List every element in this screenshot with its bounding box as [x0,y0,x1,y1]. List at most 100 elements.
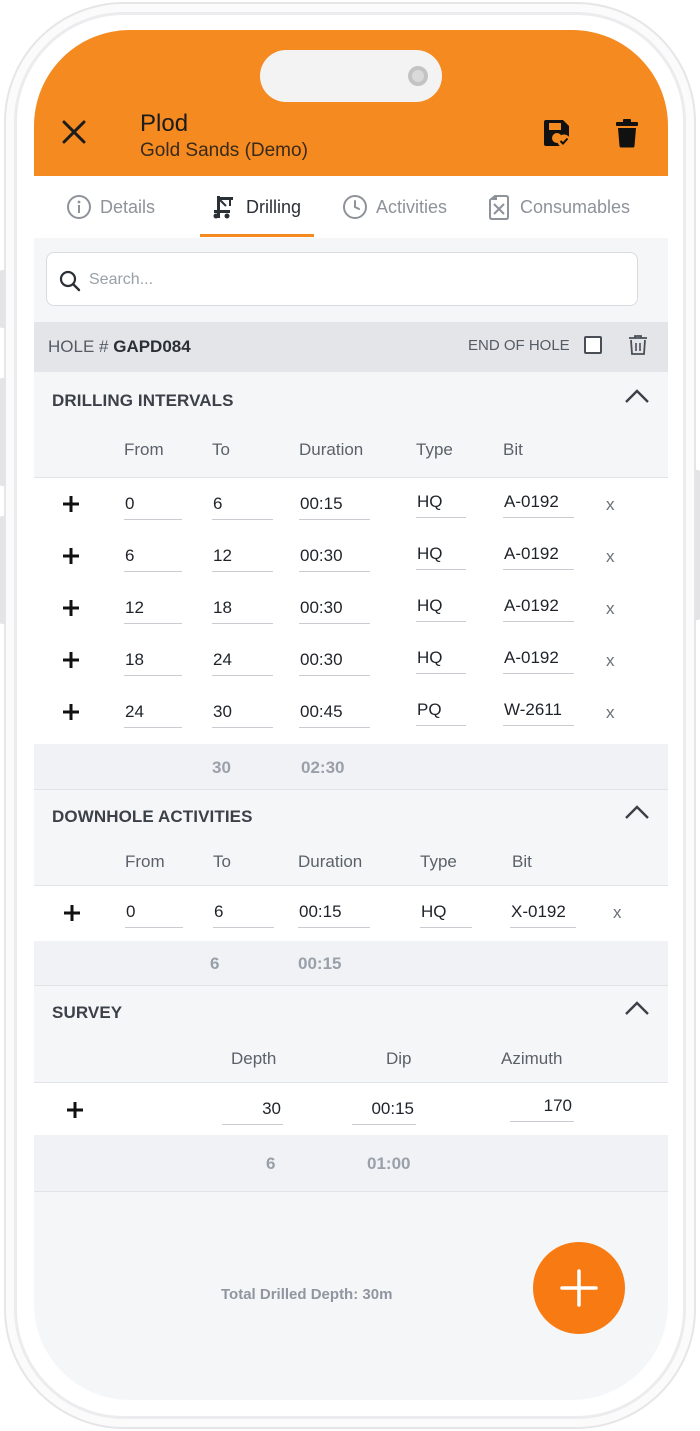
column-header: Depth [231,1049,277,1068]
azimuth-field[interactable]: 170 [510,1088,574,1122]
bit-field[interactable]: X-0192 [510,894,576,928]
section-title: DRILLING INTERVALS [52,391,234,410]
column-header: Azimuth [501,1049,563,1068]
add-row-icon[interactable] [62,547,80,565]
search-box[interactable] [46,252,638,306]
remove-row-button[interactable]: x [606,495,615,514]
save-button[interactable] [542,118,572,148]
remove-row-button[interactable]: x [606,599,615,618]
duration-field[interactable]: 00:15 [298,894,370,928]
end-of-hole-label: END OF HOLE [468,337,570,354]
remove-row-button[interactable]: x [606,547,615,566]
tab-activities[interactable]: Activities [342,192,447,222]
active-tab-indicator [200,234,314,237]
duration-field[interactable]: 00:30 [299,590,370,624]
bit-field[interactable]: A-0192 [503,588,574,622]
dip-field[interactable]: 00:15 [352,1091,416,1125]
remove-row-button[interactable]: x [613,903,622,922]
bit-field[interactable]: W-2611 [503,692,574,726]
type-field[interactable]: HQ [416,484,466,518]
bit-field[interactable]: A-0192 [503,640,574,674]
duration-field[interactable]: 00:15 [299,486,370,520]
to-field[interactable]: 30 [212,694,273,728]
column-header: Bit [503,440,523,459]
total-dip: 01:00 [367,1154,411,1173]
tab-consumables[interactable]: Consumables [486,192,630,222]
to-field[interactable]: 6 [213,894,274,928]
fuel-can-icon [489,195,509,220]
type-field[interactable]: HQ [416,536,466,570]
add-fab-button[interactable] [533,1242,625,1334]
from-field[interactable]: 6 [124,538,182,572]
trash-icon [616,119,638,148]
search-icon [59,270,81,292]
chevron-up-icon[interactable] [624,388,650,404]
depth-field[interactable]: 30 [222,1091,283,1125]
delete-hole-button[interactable] [628,334,648,361]
add-row-icon[interactable] [62,599,80,617]
type-field[interactable]: HQ [420,894,472,928]
column-header: Bit [512,852,532,871]
column-header: From [124,440,164,459]
close-icon [62,120,86,144]
duration-field[interactable]: 00:30 [299,538,370,572]
clock-icon [343,195,367,219]
total-to: 6 [210,954,220,973]
info-icon [67,195,91,219]
add-row-icon[interactable] [63,904,81,922]
side-button-power [695,470,700,620]
section-title: DOWNHOLE ACTIVITIES [52,807,253,826]
remove-row-button[interactable]: x [606,703,615,722]
downhole-activities-header[interactable]: DOWNHOLE ACTIVITIES [34,790,668,840]
column-header: Duration [299,440,364,459]
add-row-icon[interactable] [62,703,80,721]
survey-header[interactable]: SURVEY [34,986,668,1036]
chevron-up-icon[interactable] [624,1000,650,1016]
from-field[interactable]: 0 [124,486,182,520]
search-input[interactable] [89,265,609,295]
duration-field[interactable]: 00:30 [299,642,370,676]
from-field[interactable]: 18 [124,642,182,676]
section-title: SURVEY [52,1003,123,1022]
from-field[interactable]: 12 [124,590,182,624]
page-title: Plod [140,110,189,137]
to-field[interactable]: 6 [212,486,273,520]
from-field[interactable]: 0 [125,894,183,928]
trash-outline-icon [629,335,647,355]
tab-label: Consumables [520,196,631,217]
from-field[interactable]: 24 [124,694,182,728]
type-field[interactable]: PQ [416,692,466,726]
column-header: Type [416,440,453,459]
bit-field[interactable]: A-0192 [503,536,574,570]
save-icon [544,120,571,148]
delete-button[interactable] [616,118,638,148]
end-of-hole-checkbox[interactable] [584,336,602,354]
survey-totals: 6 01:00 [34,1135,668,1192]
drilling-intervals-header[interactable]: DRILLING INTERVALS [34,374,668,424]
type-field[interactable]: HQ [416,640,466,674]
hole-id: GAPD084 [113,337,191,356]
bit-field[interactable]: A-0192 [503,484,574,518]
page-subtitle: Gold Sands (Demo) [140,140,308,161]
side-button-volume-down [0,516,5,624]
add-row-icon[interactable] [62,495,80,513]
downhole-activities-totals: 6 00:15 [34,941,668,986]
to-field[interactable]: 18 [212,590,273,624]
tab-drilling[interactable]: Drilling [212,192,301,222]
to-field[interactable]: 12 [212,538,273,572]
plus-icon [560,1269,598,1307]
app-header: Plod Gold Sands (Demo) [34,30,668,176]
remove-row-button[interactable]: x [606,651,615,670]
survey-table: 30 00:15 170 [34,1082,668,1135]
camera-icon [408,66,428,86]
add-row-icon[interactable] [66,1101,84,1119]
chevron-up-icon[interactable] [624,804,650,820]
add-row-icon[interactable] [62,651,80,669]
type-field[interactable]: HQ [416,588,466,622]
app-screen: Plod Gold Sands (Demo) Details [34,30,668,1400]
close-button[interactable] [60,118,88,146]
to-field[interactable]: 24 [212,642,273,676]
search-area [34,238,668,322]
tab-details[interactable]: Details [66,192,155,222]
duration-field[interactable]: 00:45 [299,694,370,728]
